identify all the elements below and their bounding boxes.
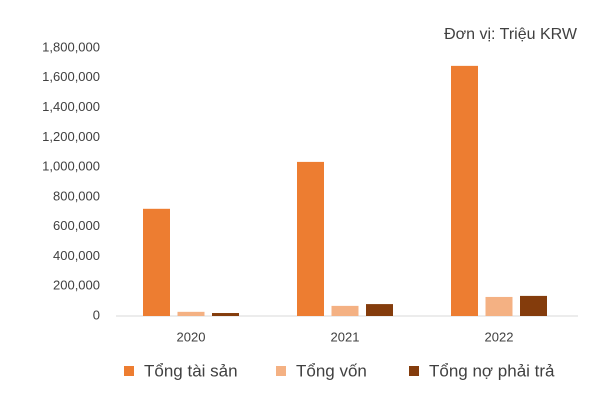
y-tick-label: 0: [93, 307, 100, 322]
bar: [366, 304, 393, 316]
legend-swatch: [409, 366, 419, 376]
y-tick-label: 1,000,000: [42, 159, 100, 174]
legend-swatch: [276, 366, 286, 376]
y-tick-label: 1,600,000: [42, 69, 100, 84]
y-tick-label: 1,800,000: [42, 39, 100, 54]
legend-text: Tổng tài sản: [144, 361, 238, 380]
x-tick-label: 2021: [331, 329, 360, 344]
y-tick-label: 400,000: [53, 248, 100, 263]
y-tick-label: 800,000: [53, 188, 100, 203]
y-tick-label: 600,000: [53, 218, 100, 233]
y-tick-label: 1,200,000: [42, 129, 100, 144]
bar: [297, 161, 324, 316]
legend-text: Tổng nợ phải trả: [429, 361, 555, 380]
bar: [485, 296, 513, 316]
legend-text: Tổng vốn: [296, 361, 367, 380]
x-tick-label: 2020: [177, 329, 206, 344]
bar: [143, 208, 170, 316]
bar: [177, 311, 205, 316]
unit-annotation: Đơn vị: Triệu KRW: [444, 26, 578, 43]
bar: [520, 295, 547, 316]
y-tick-label: 200,000: [53, 278, 100, 293]
legend-swatch: [124, 366, 134, 376]
bar: [331, 305, 359, 316]
bar: [212, 313, 239, 316]
x-tick-label: 2022: [485, 329, 514, 344]
y-tick-label: 1,400,000: [42, 99, 100, 114]
bar: [451, 65, 478, 316]
